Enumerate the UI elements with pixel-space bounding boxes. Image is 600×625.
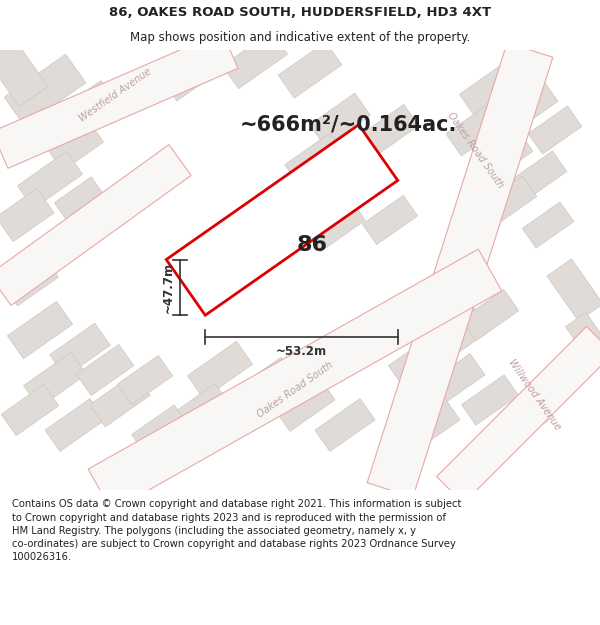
Polygon shape [25,222,86,278]
Polygon shape [118,356,173,404]
Polygon shape [76,344,134,396]
Polygon shape [1,254,59,306]
Polygon shape [461,289,519,341]
Polygon shape [461,375,518,425]
Polygon shape [425,354,485,406]
Polygon shape [315,399,375,451]
Polygon shape [46,119,104,171]
Polygon shape [389,332,451,388]
Polygon shape [223,31,287,89]
Text: Willwood Avenue: Willwood Avenue [507,357,563,432]
Polygon shape [547,259,600,321]
Polygon shape [4,54,86,126]
Polygon shape [0,107,61,162]
Polygon shape [90,373,150,427]
Polygon shape [477,130,533,180]
Polygon shape [285,133,345,187]
Polygon shape [565,312,600,368]
Text: Westfield Avenue: Westfield Avenue [77,66,153,124]
Polygon shape [361,104,419,156]
Text: ~53.2m: ~53.2m [276,345,327,358]
Polygon shape [331,164,389,216]
Polygon shape [50,323,110,377]
Polygon shape [400,399,460,451]
Polygon shape [166,125,398,315]
Polygon shape [17,151,83,209]
Polygon shape [513,151,567,199]
Text: 86, OAKES ROAD SOUTH, HUDDERSFIELD, HD3 4XT: 86, OAKES ROAD SOUTH, HUDDERSFIELD, HD3 … [109,6,491,19]
Polygon shape [7,301,73,359]
Polygon shape [170,384,230,436]
Polygon shape [430,308,490,362]
Polygon shape [362,196,418,244]
Polygon shape [1,384,59,436]
Polygon shape [55,177,106,223]
Polygon shape [446,104,504,156]
Polygon shape [52,81,118,139]
Polygon shape [460,62,521,118]
Text: Contains OS data © Crown copyright and database right 2021. This information is : Contains OS data © Crown copyright and d… [12,499,461,562]
Polygon shape [437,327,600,503]
Polygon shape [131,405,188,455]
Polygon shape [45,399,105,451]
Text: Oakes Road South: Oakes Road South [445,110,505,190]
Polygon shape [367,42,553,498]
Text: 86: 86 [296,235,328,255]
Polygon shape [88,249,502,511]
Polygon shape [0,33,48,107]
Polygon shape [278,42,342,98]
Text: ~666m²/~0.164ac.: ~666m²/~0.164ac. [240,115,457,135]
Polygon shape [483,176,537,224]
Polygon shape [493,401,548,449]
Polygon shape [305,198,365,252]
Text: Oakes Road South: Oakes Road South [255,360,335,420]
Text: Map shows position and indicative extent of the property.: Map shows position and indicative extent… [130,31,470,44]
Polygon shape [187,341,253,399]
Polygon shape [160,39,230,101]
Polygon shape [502,80,558,130]
Polygon shape [275,379,335,431]
Polygon shape [0,32,238,168]
Polygon shape [0,144,191,306]
Polygon shape [310,93,370,147]
Polygon shape [0,188,54,242]
Polygon shape [23,352,86,408]
Text: ~47.7m: ~47.7m [162,262,175,313]
Polygon shape [522,202,574,248]
Polygon shape [233,357,296,412]
Polygon shape [528,106,582,154]
